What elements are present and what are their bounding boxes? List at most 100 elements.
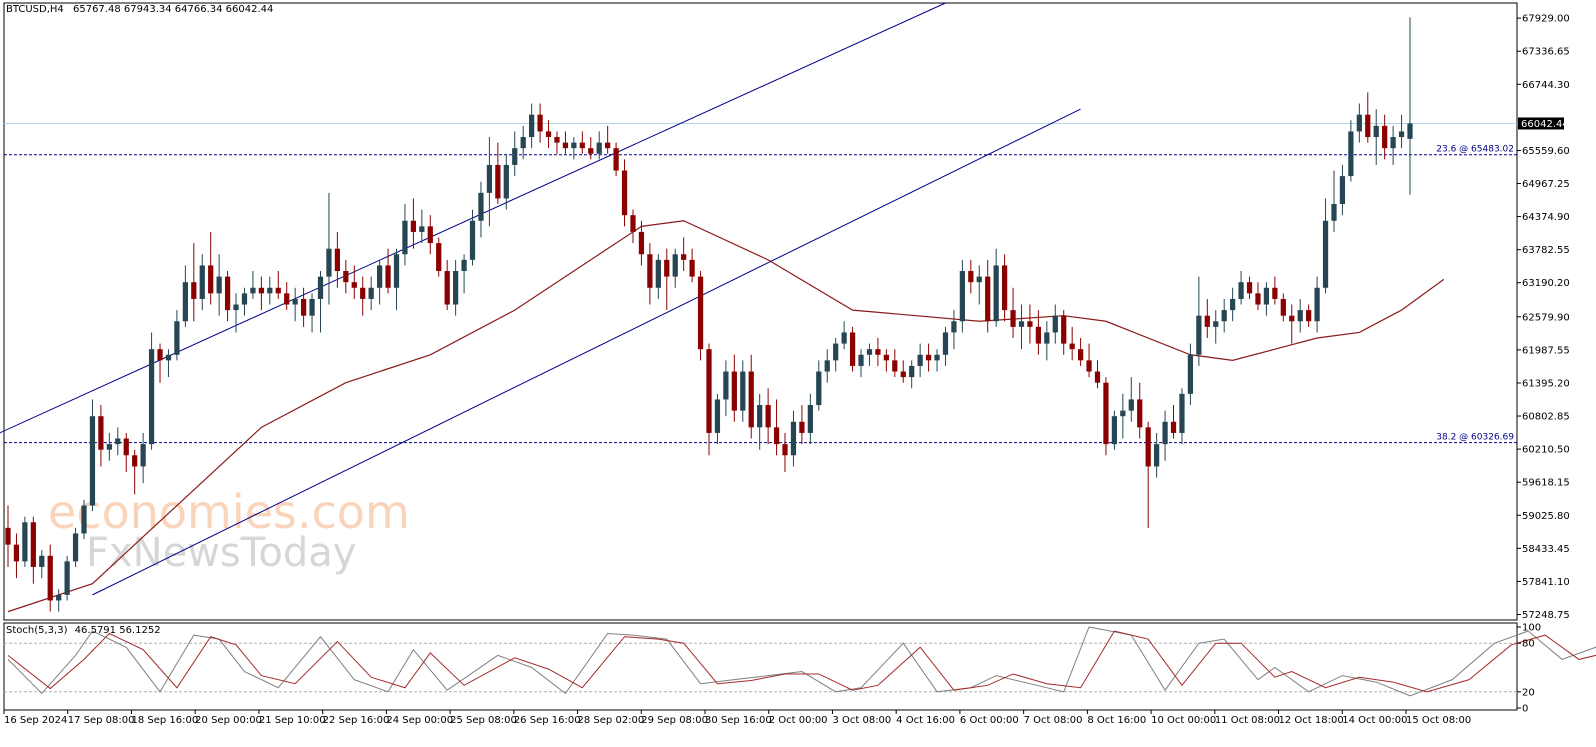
- candle-bear: [849, 326, 856, 372]
- candle-bull: [1339, 164, 1346, 216]
- stoch-main-line: [7, 626, 1596, 697]
- candle-bear: [647, 243, 653, 305]
- candle-body: [39, 555, 45, 567]
- candle-bull: [1111, 410, 1118, 450]
- time-tick-label: 20 Sep 00:00: [195, 715, 262, 726]
- candle-bear: [562, 131, 569, 154]
- candle-body: [697, 276, 704, 350]
- candle-bull: [1390, 125, 1396, 165]
- candle-bull: [267, 276, 273, 305]
- candle-body: [1322, 220, 1329, 288]
- candle-body: [545, 131, 552, 138]
- candle-bull: [503, 153, 509, 210]
- candle-bull: [453, 259, 459, 316]
- price-tick-label: 61395.20: [1522, 378, 1570, 389]
- stoch-plot-border: [3, 622, 1518, 711]
- candle-body: [495, 164, 501, 199]
- candle-body: [224, 276, 231, 311]
- candle-bull: [486, 137, 493, 227]
- candle-bull: [934, 349, 940, 372]
- candle-body: [537, 114, 543, 132]
- candle-bear: [900, 360, 906, 383]
- candle-bear: [1086, 343, 1092, 378]
- candle-body: [1289, 315, 1295, 322]
- fib-level-label: 38.2 @ 60326.69: [1436, 433, 1514, 443]
- candle-body: [1145, 427, 1151, 467]
- candle-body: [174, 321, 180, 355]
- candle-bull: [824, 349, 830, 383]
- candle-body: [1052, 315, 1058, 333]
- price-tick-label: 63782.55: [1522, 245, 1570, 256]
- candle-body: [993, 265, 999, 322]
- candle-body: [1035, 326, 1042, 344]
- candle-body: [1137, 399, 1143, 428]
- candle-body: [1187, 354, 1194, 394]
- candle-body: [773, 427, 780, 445]
- time-tick-label: 22 Sep 16:00: [323, 715, 390, 726]
- candle-bull: [1348, 120, 1354, 182]
- candle-bull: [376, 259, 383, 305]
- candle-bull: [22, 516, 28, 567]
- price-tick-label: 67929.00: [1522, 14, 1570, 25]
- price-tick-label: 58433.45: [1522, 544, 1570, 555]
- candle-body: [1314, 287, 1320, 322]
- candle-bull: [655, 254, 661, 299]
- candle-body: [1390, 137, 1396, 149]
- candle-bear: [1306, 304, 1312, 327]
- candle-bull: [909, 360, 915, 389]
- symbol-label: BTCUSD,H4: [6, 4, 64, 15]
- candle-bear: [208, 231, 214, 305]
- time-tick-label: 15 Oct 08:00: [1406, 715, 1471, 726]
- candle-bear: [258, 276, 264, 311]
- candle-bear: [681, 237, 687, 272]
- candle-bull: [866, 343, 873, 366]
- candle-body: [833, 343, 839, 361]
- moving-average: [7, 220, 1445, 613]
- candle-body: [529, 114, 535, 138]
- candle-body: [858, 354, 864, 366]
- candle-body: [765, 405, 771, 428]
- candle-bull: [1373, 109, 1379, 165]
- candle-bull: [216, 254, 222, 316]
- price-tick-label: 60802.85: [1522, 412, 1570, 423]
- candle-body: [1373, 125, 1379, 138]
- candle-body: [613, 148, 619, 171]
- time-tick-label: 24 Sep 00:00: [386, 715, 453, 726]
- candle-bull: [317, 271, 324, 333]
- candle-bull: [56, 589, 62, 612]
- stoch-values: 46.5791 56.1252: [74, 625, 161, 636]
- candle-body: [368, 287, 374, 299]
- candle-bull: [917, 343, 923, 378]
- current-price-box: [1518, 117, 1564, 130]
- time-tick-label: 14 Oct 00:00: [1342, 715, 1407, 726]
- candle-bear: [605, 125, 611, 154]
- candle-bull: [368, 276, 374, 311]
- candle-body: [1120, 410, 1126, 417]
- candle-body: [309, 298, 315, 316]
- candle-bear: [275, 271, 281, 299]
- current-price-marker: 66042.44: [1518, 117, 1569, 130]
- candle-body: [647, 254, 653, 288]
- candle-bear: [284, 282, 290, 311]
- candle-bear: [697, 271, 704, 361]
- candle-bull: [807, 393, 813, 445]
- time-tick-label: 10 Oct 00:00: [1151, 715, 1216, 726]
- candle-bear: [1272, 276, 1278, 305]
- candle-body: [1094, 371, 1101, 383]
- candle-bear: [1280, 293, 1286, 322]
- candle-body: [233, 304, 239, 311]
- time-tick-label: 18 Sep 16:00: [131, 715, 198, 726]
- candle-body: [1263, 287, 1270, 305]
- candle-body: [106, 444, 112, 450]
- price-tick-label: 60210.50: [1522, 445, 1570, 456]
- candle-body: [1365, 114, 1371, 138]
- candle-bull: [89, 399, 96, 512]
- candle-bear: [1061, 310, 1067, 355]
- candlestick-series: [5, 17, 1413, 612]
- candle-bear: [1170, 405, 1177, 439]
- candle-bear: [875, 338, 881, 366]
- candle-bear: [985, 259, 991, 333]
- candle-bear: [385, 248, 391, 294]
- candle-body: [740, 371, 746, 411]
